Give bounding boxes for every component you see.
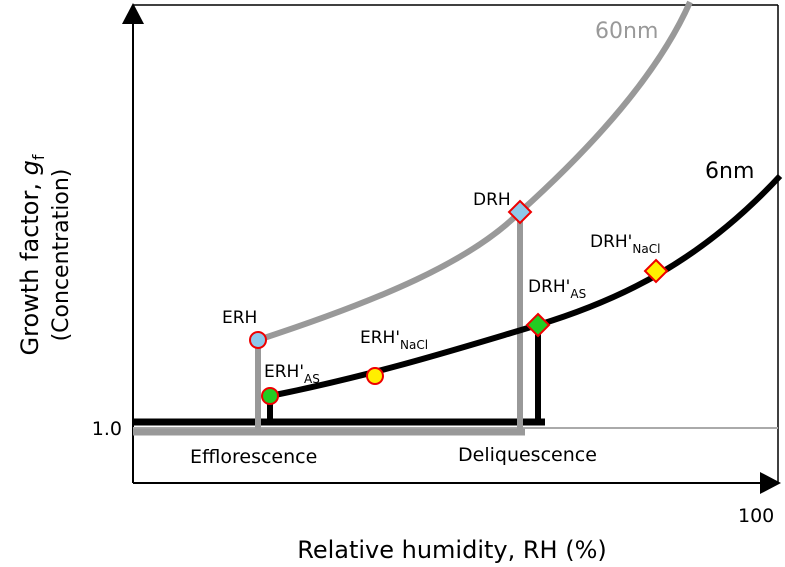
curve-label: 6nm [705,159,754,184]
point-label: ERH'AS [264,362,320,386]
region-label: Efflorescence [190,446,317,468]
label-main: DRH' [590,232,632,252]
label-sub: NaCl [400,338,428,352]
label-main: Growth factor, [16,175,44,355]
point-label: DRH [473,190,511,210]
label-sub: AS [304,372,320,386]
point-label: DRH'AS [528,277,586,301]
drh-nacl-marker [643,258,669,284]
curve-label: 60nm [595,19,658,44]
label-main: DRH [473,190,511,210]
drh-as-marker [525,312,551,338]
erh-marker [249,331,267,349]
label-symbol: g [16,160,44,175]
y-axis-label: Growth factor, gf [16,154,48,355]
label-main: ERH' [360,328,400,348]
label-main: ERH' [264,362,304,382]
x-arrow [760,472,781,494]
y-tick-label: 1.0 [92,418,122,440]
label-main: ERH [222,308,257,328]
drh-marker [507,199,533,225]
erh-as-marker [261,387,279,405]
label-sub: AS [570,287,586,301]
y-axis-sublabel: (Concentration) [49,169,74,342]
erh-nacl-marker [366,367,384,385]
label-main: DRH' [528,277,570,297]
point-label: ERH'NaCl [360,328,428,352]
region-label: Deliquescence [458,444,597,466]
label-sub: f [29,154,48,160]
x-tick-label: 100 [738,505,774,527]
y-arrow [122,3,144,24]
label-sub: NaCl [632,242,660,256]
x-axis-label: Relative humidity, RH (%) [297,536,607,564]
point-label: DRH'NaCl [590,232,660,256]
point-label: ERH [222,308,257,328]
